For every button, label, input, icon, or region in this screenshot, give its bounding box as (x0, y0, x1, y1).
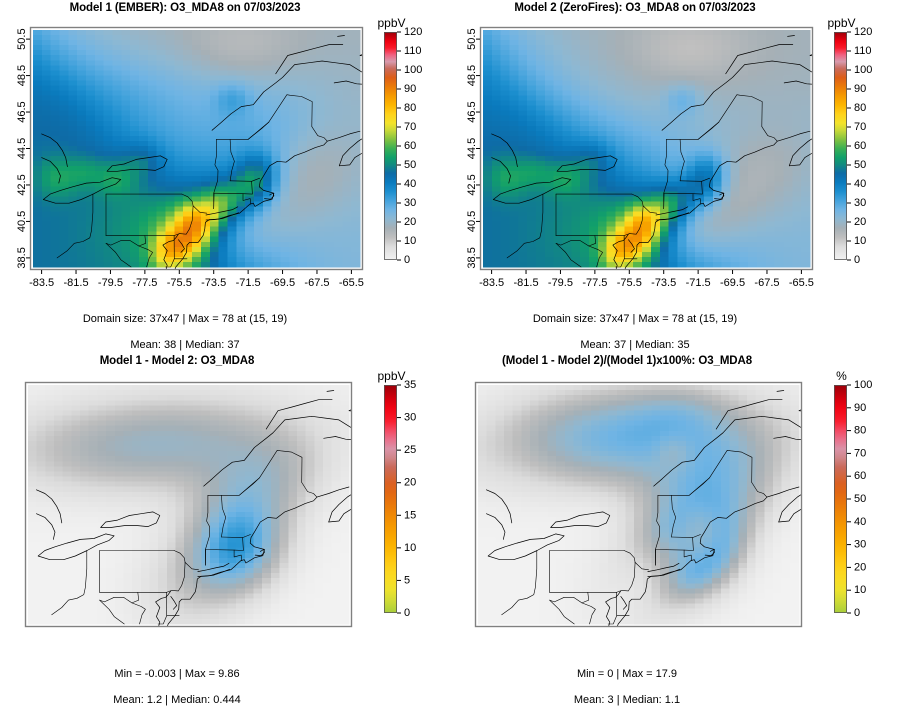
svg-text:120: 120 (854, 26, 872, 38)
svg-text:-71.5: -71.5 (236, 277, 261, 289)
svg-text:-67.5: -67.5 (754, 277, 779, 289)
svg-text:38.5: 38.5 (466, 247, 478, 268)
svg-text:-81.5: -81.5 (63, 277, 88, 289)
svg-text:-69.5: -69.5 (720, 277, 745, 289)
svg-text:48.5: 48.5 (466, 65, 478, 86)
svg-text:42.5: 42.5 (466, 174, 478, 195)
panel-title: (Model 1 - Model 2)/(Model 1)x100%: O3_M… (450, 355, 900, 367)
svg-text:-81.5: -81.5 (513, 277, 538, 289)
svg-text:40.5: 40.5 (466, 211, 478, 232)
svg-text:-65.5: -65.5 (789, 277, 814, 289)
svg-text:70: 70 (404, 121, 416, 133)
svg-text:40: 40 (854, 178, 866, 190)
svg-text:20: 20 (404, 216, 416, 228)
panel-title: Model 1 - Model 2: O3_MDA8 (0, 355, 450, 367)
panel-caption: Domain size: 37x47 | Max = 78 at (15, 19… (0, 300, 450, 352)
svg-text:38.5: 38.5 (16, 247, 28, 268)
svg-text:46.5: 46.5 (466, 101, 478, 122)
caption-line-1: Min = 0 | Max = 17.9 (577, 668, 677, 680)
svg-text:48.5: 48.5 (16, 65, 28, 86)
svg-text:-79.5: -79.5 (98, 277, 123, 289)
svg-text:-77.5: -77.5 (582, 277, 607, 289)
svg-text:110: 110 (854, 45, 872, 57)
caption-line-2: Mean: 37 | Median: 35 (580, 339, 689, 351)
svg-text:42.5: 42.5 (16, 174, 28, 195)
svg-text:80: 80 (404, 102, 416, 114)
svg-text:120: 120 (404, 26, 422, 38)
panel-title: Model 2 (ZeroFires): O3_MDA8 on 07/03/20… (450, 2, 900, 14)
svg-text:-75.5: -75.5 (167, 277, 192, 289)
caption-line-2: Mean: 3 | Median: 1.1 (574, 694, 680, 706)
panel-difference-percent: (Model 1 - Model 2)/(Model 1)x100%: O3_M… (450, 353, 900, 706)
svg-text:ppbV: ppbV (377, 16, 405, 30)
svg-text:90: 90 (404, 83, 416, 95)
svg-text:10: 10 (404, 235, 416, 247)
svg-text:100: 100 (404, 64, 422, 76)
svg-text:10: 10 (854, 235, 866, 247)
svg-text:50: 50 (854, 159, 866, 171)
svg-text:40: 40 (404, 178, 416, 190)
svg-text:40.5: 40.5 (16, 211, 28, 232)
panel-model1: Model 1 (EMBER): O3_MDA8 on 07/03/2023 -… (0, 0, 450, 353)
svg-text:-83.5: -83.5 (29, 277, 54, 289)
svg-text:0: 0 (404, 254, 410, 266)
svg-text:-73.5: -73.5 (201, 277, 226, 289)
svg-text:-77.5: -77.5 (132, 277, 157, 289)
panel-caption: Min = 0 | Max = 17.9 Mean: 3 | Median: 1… (450, 655, 900, 707)
svg-text:-73.5: -73.5 (651, 277, 676, 289)
svg-text:-75.5: -75.5 (617, 277, 642, 289)
svg-text:30: 30 (854, 197, 866, 209)
svg-text:100: 100 (854, 64, 872, 76)
caption-line-1: Domain size: 37x47 | Max = 78 at (15, 19… (83, 313, 287, 325)
svg-text:60: 60 (404, 140, 416, 152)
svg-text:ppbV: ppbV (827, 16, 855, 30)
svg-text:110: 110 (404, 45, 422, 57)
svg-text:80: 80 (854, 102, 866, 114)
svg-text:30: 30 (404, 197, 416, 209)
caption-line-1: Min = -0.003 | Max = 9.86 (114, 668, 239, 680)
svg-text:-67.5: -67.5 (304, 277, 329, 289)
svg-text:-83.5: -83.5 (479, 277, 504, 289)
svg-text:50.5: 50.5 (466, 28, 478, 49)
svg-text:60: 60 (854, 140, 866, 152)
panel-caption: Min = -0.003 | Max = 9.86 Mean: 1.2 | Me… (0, 655, 450, 707)
svg-text:-71.5: -71.5 (686, 277, 711, 289)
svg-text:50.5: 50.5 (16, 28, 28, 49)
svg-text:90: 90 (854, 83, 866, 95)
svg-text:-65.5: -65.5 (339, 277, 364, 289)
panel-caption: Domain size: 37x47 | Max = 78 at (15, 19… (450, 300, 900, 352)
svg-text:70: 70 (854, 121, 866, 133)
svg-text:44.5: 44.5 (16, 138, 28, 159)
svg-text:0: 0 (854, 254, 860, 266)
caption-line-2: Mean: 1.2 | Median: 0.444 (113, 694, 241, 706)
svg-text:50: 50 (404, 159, 416, 171)
svg-text:20: 20 (854, 216, 866, 228)
caption-line-2: Mean: 38 | Median: 37 (130, 339, 239, 351)
panel-model2: Model 2 (ZeroFires): O3_MDA8 on 07/03/20… (450, 0, 900, 353)
svg-text:-79.5: -79.5 (548, 277, 573, 289)
panel-title: Model 1 (EMBER): O3_MDA8 on 07/03/2023 (0, 2, 450, 14)
svg-text:46.5: 46.5 (16, 101, 28, 122)
svg-text:44.5: 44.5 (466, 138, 478, 159)
svg-text:-69.5: -69.5 (270, 277, 295, 289)
caption-line-1: Domain size: 37x47 | Max = 78 at (15, 19… (533, 313, 737, 325)
